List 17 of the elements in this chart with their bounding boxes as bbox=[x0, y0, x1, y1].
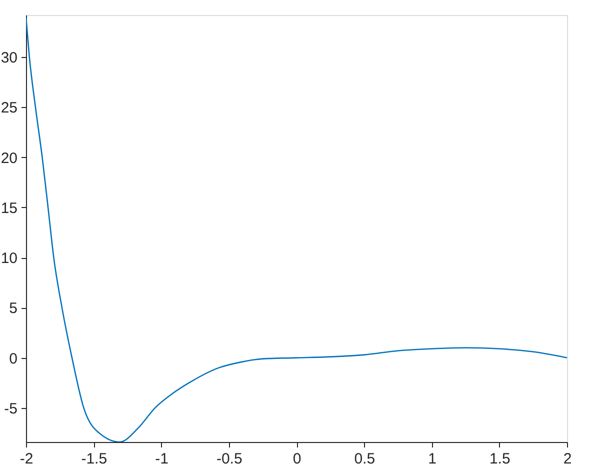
x-tick-label: -0.5 bbox=[216, 450, 242, 468]
x-tick-label: 0 bbox=[292, 450, 302, 468]
y-tick-label: 20 bbox=[0, 150, 18, 167]
x-tick-label: -1 bbox=[155, 450, 168, 468]
x-tick-label: 2 bbox=[563, 450, 572, 468]
x-tick-label: 1.5 bbox=[489, 450, 510, 468]
y-tick-label: 15 bbox=[0, 200, 18, 217]
y-tick-label: 10 bbox=[0, 250, 18, 268]
y-tick-label: -5 bbox=[4, 400, 18, 418]
y-tick-label: 30 bbox=[0, 50, 18, 67]
x-tick-label: 0.5 bbox=[354, 450, 376, 468]
x-tick-label: -2 bbox=[20, 450, 34, 468]
y-tick-label: 5 bbox=[9, 300, 18, 318]
y-tick-label: 0 bbox=[9, 350, 18, 368]
x-tick-label: 1 bbox=[428, 450, 436, 468]
y-tick-label: 25 bbox=[0, 100, 18, 117]
x-tick-label: -1.5 bbox=[81, 450, 108, 468]
